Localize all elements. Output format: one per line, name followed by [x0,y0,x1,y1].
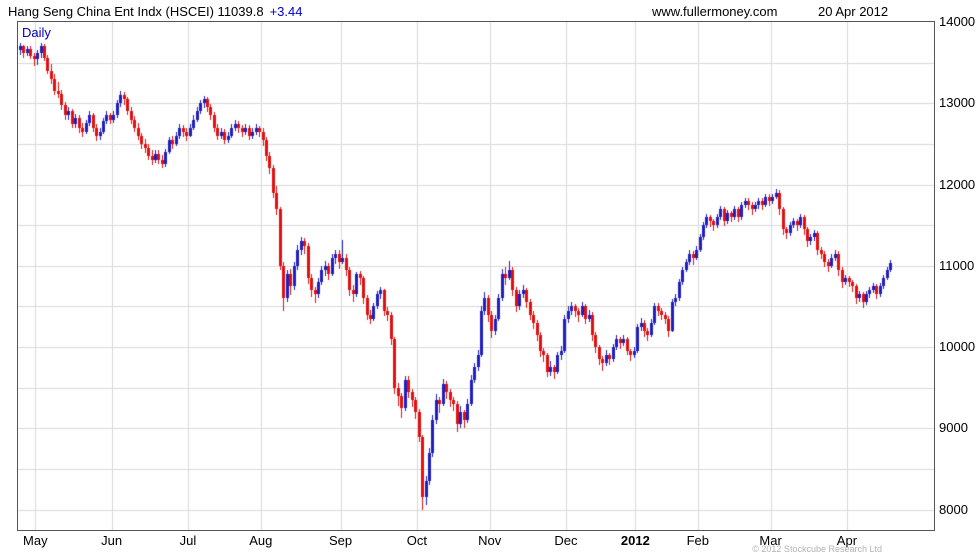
x-axis-label: Mar [759,533,782,548]
chart-area: Daily [17,21,935,531]
x-axis-label: Dec [554,533,578,548]
y-axis-label: 8000 [939,501,968,517]
y-axis-label: 11000 [939,257,975,273]
timeframe-label: Daily [22,25,51,40]
price-change: +3.44 [269,4,303,19]
x-axis-label: Aug [249,533,273,548]
chart-header: Hang Seng China Ent Indx (HSCEI) 11039.8… [8,4,302,19]
y-axis: 8000 9000 10000 11000 12000 13000 14000 [939,14,979,531]
x-axis-label: Nov [478,533,502,548]
y-axis-label: 12000 [939,176,976,192]
x-axis-label: Feb [686,533,709,548]
y-axis-label: 9000 [939,420,968,436]
instrument-title: Hang Seng China Ent Indx (HSCEI) 11039.8 [8,4,264,19]
y-axis-label: 14000 [939,14,976,29]
x-axis-label: 2012 [620,533,650,548]
y-axis-label: 13000 [939,95,976,111]
x-axis-label: Apr [836,533,858,548]
y-axis-label: 10000 [939,339,976,355]
x-axis-label: May [23,533,48,548]
x-axis-label: Jun [101,533,123,548]
x-axis-label: Sep [328,533,353,548]
x-axis-label: Jul [179,533,197,548]
price-chart-canvas [18,22,934,530]
copyright: © 2012 Stockcube Research Ltd [752,544,882,554]
x-axis: May Jun Jul Aug Sep Oct Nov Dec 2012 Feb Mar Apr [18,533,934,549]
site-url: www.fullermoney.com [652,4,778,19]
x-axis-label: Oct [406,533,427,548]
chart-date: 20 Apr 2012 [818,4,889,19]
